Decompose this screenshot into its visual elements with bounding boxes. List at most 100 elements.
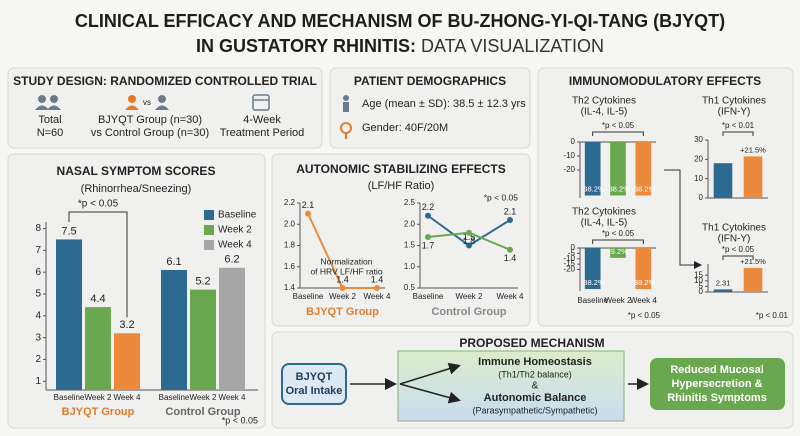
design-text: Total [38, 114, 61, 126]
y-tick-label: 1.4 [284, 283, 296, 292]
y-tick-label: 30 [694, 135, 703, 144]
title-line-2: IN GUSTATORY RHINITIS: DATA VISUALIZATION [196, 36, 604, 56]
intake-text: BJYQT [296, 371, 333, 383]
x-tick-label: Week 4 [114, 393, 142, 402]
panel-title: Th2 Cytokines [572, 207, 636, 218]
bar [713, 289, 733, 292]
mechanism-text: Autonomic Balance [484, 392, 587, 404]
age-icon [343, 95, 349, 112]
value-label: +21.5% [740, 257, 766, 266]
annotation: *p < 0.01 [722, 121, 755, 130]
value-label: 6.1 [166, 256, 181, 268]
chart-title: AUTONOMIC STABILIZING EFFECTS [296, 162, 506, 176]
point [507, 246, 513, 253]
bar [584, 248, 601, 290]
significance-bracket [722, 255, 754, 260]
value-label: 1.4 [371, 274, 384, 284]
y-tick-label: 1.8 [284, 241, 296, 250]
age-text: Age (mean ± SD): 38.5 ± 12.3 yrs [362, 98, 526, 110]
x-tick-label: Baseline [54, 393, 85, 402]
value-label: -38.2% [606, 184, 630, 193]
y-tick-label: 2.0 [404, 219, 416, 228]
demographics-panel [329, 67, 531, 149]
outcome-text: Reduced Mucosal [670, 364, 764, 376]
chart-subtitle: (Rhinorrhea/Sneezing) [81, 183, 192, 195]
y-tick-label: 1 [35, 376, 41, 387]
design-text: vs Control Group (n=30) [91, 127, 209, 139]
bar [743, 156, 763, 198]
design-text: Treatment Period [220, 127, 305, 139]
chart-title: NASAL SYMPTOM SCORES [57, 164, 216, 178]
x-tick-label: Week 2 [329, 292, 357, 301]
mechanism-text: & [532, 381, 539, 392]
people-icon [35, 95, 61, 110]
x-tick-label: Week 2 [85, 393, 113, 402]
y-tick-label: 1.5 [404, 241, 416, 250]
footnote: *p < 0.05 [628, 311, 661, 320]
value-label: -38.2% [631, 184, 655, 193]
annotation: *p < 0.05 [484, 192, 519, 202]
y-tick-label: 15 [694, 270, 703, 279]
design-text: N=60 [37, 127, 64, 139]
annotation: *p < 0.05 [602, 121, 635, 130]
y-tick-label: -20 [563, 265, 575, 274]
y-tick-label: 0.5 [404, 283, 416, 292]
significance-bracket [68, 211, 128, 318]
point [466, 242, 472, 249]
title-light: DATA VISUALIZATION [421, 36, 604, 56]
bar [743, 267, 763, 292]
bar [610, 248, 626, 258]
chart-subtitle: (LF/HF Ratio) [368, 180, 435, 192]
value-label: 2.1 [504, 206, 517, 216]
design-text: 4-Week [243, 114, 281, 126]
y-tick-label: 0 [699, 193, 704, 202]
value-label: 5.2 [195, 276, 210, 288]
x-tick-label: Baseline [159, 393, 190, 402]
mechanism-text: (Parasympathetic/Sympathetic) [472, 405, 597, 415]
x-tick-label: Week 2 [605, 296, 633, 305]
arrow [399, 362, 461, 385]
annotation: of HRV LF/HF ratio [310, 266, 382, 276]
x-tick-label: Week 4 [497, 292, 525, 301]
annotation: *p < 0.05 [602, 229, 635, 238]
title-bold: IN GUSTATORY RHINITIS: [196, 36, 416, 56]
y-tick-label: 0 [571, 243, 576, 252]
annotation: Normalization [321, 256, 373, 266]
point [425, 234, 431, 240]
outcome-text: Hypersecretion & [671, 378, 762, 390]
legend-label: Baseline [218, 210, 257, 221]
title-line-1: CLINICAL EFFICACY AND MECHANISM OF BU-ZH… [75, 11, 725, 31]
panel-title: (IL-4, IL-5) [581, 107, 628, 118]
bar [635, 248, 652, 290]
group-label: Control Group [165, 406, 240, 418]
x-tick-label: Week 4 [219, 393, 247, 402]
panel-title: (IFN-Y) [718, 234, 751, 245]
bar [85, 307, 111, 390]
connector-arrow [664, 169, 702, 269]
gender-icon [340, 122, 352, 139]
calendar-icon [252, 94, 270, 111]
legend-label: Week 4 [218, 240, 252, 251]
y-tick-label: 10 [694, 276, 703, 285]
value-label: +21.5% [740, 145, 766, 154]
annotation: *p < 0.05 [722, 245, 755, 254]
legend-swatch [204, 225, 214, 235]
bar [610, 142, 626, 196]
outcome-box [650, 358, 785, 410]
x-tick-label: Week 4 [630, 296, 658, 305]
x-tick-label: Week 2 [456, 292, 484, 301]
value-label: 1.4 [504, 253, 517, 263]
group-label: Control Group [431, 306, 506, 318]
autonomic-panel [271, 153, 531, 327]
panel-title: Th1 Cytokines [702, 96, 766, 107]
demographics-title: PATIENT DEMOGRAPHICS [354, 74, 506, 88]
annotation: *p < 0.05 [78, 199, 119, 210]
y-tick-label: -15 [563, 259, 575, 268]
y-tick-label: 5 [35, 289, 41, 300]
study-design-title: STUDY DESIGN: RANDOMIZED CONTROLLED TRIA… [13, 74, 317, 88]
bar [190, 289, 216, 390]
legend-swatch [204, 240, 214, 250]
mechanism-text: (Th1/Th2 balance) [498, 369, 572, 379]
value-label: 6.2 [224, 254, 239, 266]
